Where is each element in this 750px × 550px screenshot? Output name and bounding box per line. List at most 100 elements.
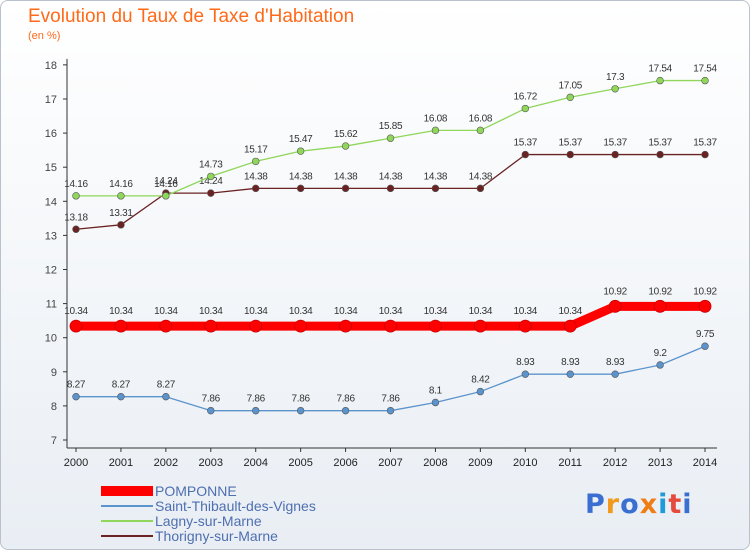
legend-label: Saint-Thibault-des-Vignes [155,498,316,514]
data-point [701,76,709,85]
data-label: 9.75 [696,329,715,340]
data-point [72,392,80,401]
data-label: 14.38 [424,171,448,182]
legend-swatch [101,520,153,522]
data-point [566,150,574,159]
data-label: 15.47 [289,134,313,145]
data-point [162,192,170,200]
data-point [431,184,440,193]
data-label: 8.93 [561,357,580,368]
legend-swatch [101,535,153,537]
data-label: 14.38 [289,171,313,182]
y-tick-label: 18 [45,60,57,72]
data-label: 10.34 [514,306,538,317]
y-tick-label: 12 [45,265,57,277]
data-point [476,387,485,396]
data-label: 14.24 [154,176,178,187]
data-point [339,319,352,333]
data-point [252,157,260,166]
x-tick-label: 2001 [109,457,133,469]
data-label: 17.3 [606,72,625,83]
data-point [653,299,667,313]
data-label: 16.08 [469,113,493,124]
data-point [476,126,485,135]
data-label: 14.16 [154,179,178,190]
y-tick-label: 11 [46,299,57,311]
brand-logo: Proxiti [585,489,693,520]
data-label: 16.72 [514,92,538,103]
data-label: 15.17 [244,144,268,155]
chart-title: Evolution du Taux de Taxe d'Habitation [28,6,355,27]
data-point [72,192,80,200]
data-label: 16.08 [424,113,448,124]
y-tick-label: 15 [45,162,57,174]
unit-label: (en %) [28,30,61,42]
legend-item: Thorigny-sur-Marne [101,528,431,544]
x-tick-label: 2013 [648,457,672,469]
x-tick-label: 2010 [513,457,537,469]
data-point [159,319,173,333]
data-label: 10.34 [289,306,313,317]
data-label: 14.38 [334,171,358,182]
data-label: 14.73 [199,159,223,170]
data-point [296,406,305,415]
data-point [204,319,218,333]
data-point [521,370,529,378]
x-tick-label: 2012 [603,457,627,469]
data-point [521,150,529,159]
data-point [656,76,664,85]
x-tick-label: 2014 [693,457,717,469]
data-label: 8.1 [429,385,443,396]
x-tick-label: 2009 [468,457,492,469]
data-label: 10.34 [154,306,178,317]
data-label: 8.27 [157,380,176,391]
data-label: 8.27 [67,380,86,391]
data-point [207,189,215,197]
data-label: 8.27 [112,380,131,391]
data-point [521,104,529,113]
data-point [117,392,125,401]
data-point [162,392,170,401]
data-point [114,319,128,333]
data-label: 10.34 [424,306,448,317]
data-label: 7.86 [381,394,400,405]
legend-swatch [101,505,153,507]
data-point [656,361,664,369]
x-tick-label: 2005 [288,457,312,469]
x-tick-label: 2011 [558,457,582,469]
data-point [701,150,709,159]
data-label: 7.86 [202,394,221,405]
data-label: 14.38 [379,171,403,182]
data-point [341,184,350,193]
data-label: 15.37 [514,138,538,149]
data-label: 17.54 [693,64,717,75]
data-point [117,221,125,229]
data-point [252,406,260,415]
data-label: 14.38 [244,171,268,182]
data-label: 10.34 [379,306,403,317]
data-label: 15.37 [648,138,672,149]
data-label: 8.93 [606,357,625,368]
legend-label: Thorigny-sur-Marne [155,528,278,544]
data-point [341,406,350,415]
data-label: 10.34 [64,306,88,317]
data-point [386,134,395,142]
x-tick-label: 2004 [243,457,267,469]
y-tick-label: 13 [45,230,57,242]
data-label: 13.31 [109,208,133,219]
data-point [473,319,487,333]
data-point [608,299,622,313]
x-tick-label: 2006 [333,457,357,469]
y-tick-label: 10 [45,333,57,345]
data-point [431,126,440,135]
data-point [429,319,442,333]
x-tick-label: 2007 [378,457,402,469]
data-label: 7.86 [336,394,355,405]
data-label: 10.34 [558,306,582,317]
y-tick-label: 9 [51,367,57,379]
y-tick-label: 14 [45,196,57,208]
data-point [207,172,215,181]
data-point [431,398,440,407]
